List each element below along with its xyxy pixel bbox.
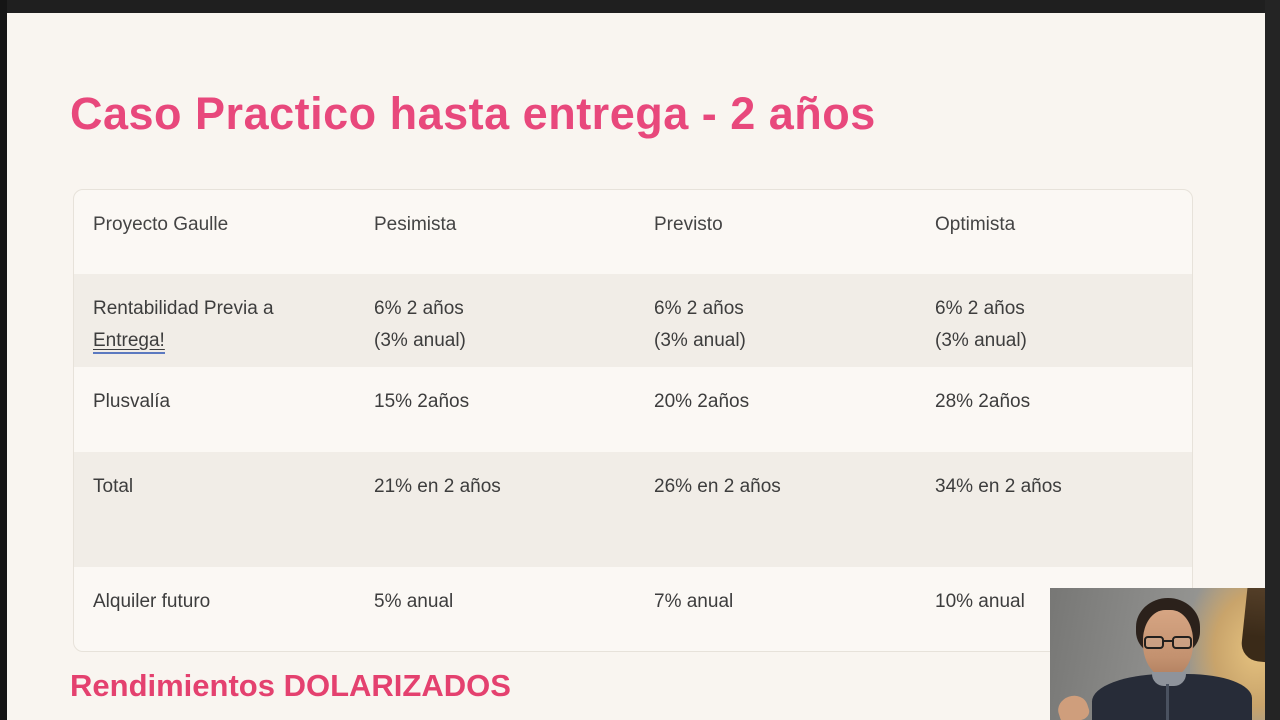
row-label-total: Total — [93, 476, 134, 497]
table-row-rentabilidad: Rentabilidad Previa a Entrega! 6% 2 años… — [74, 274, 1192, 367]
video-letterbox-left — [0, 0, 7, 720]
presenter-collar — [1152, 672, 1186, 686]
video-letterbox-right — [1265, 0, 1280, 720]
cell-plusvalia-pesimista: 15% 2años — [374, 391, 470, 412]
header-previsto: Previsto — [654, 214, 723, 235]
cell-plusvalia-optimista: 28% 2años — [935, 391, 1031, 412]
cell-alquiler-previsto: 7% anual — [654, 591, 734, 612]
cell-total-optimista: 34% en 2 años — [935, 476, 1062, 497]
table-row-plusvalia: Plusvalía 15% 2años 20% 2años 28% 2años — [74, 367, 1192, 452]
cell-plusvalia-previsto: 20% 2años — [654, 391, 750, 412]
presenter-zipper — [1166, 684, 1169, 720]
cell-rentabilidad-previsto: 6% 2 años (3% anual) — [654, 298, 746, 351]
slide-title: Caso Practico hasta entrega - 2 años — [70, 88, 876, 139]
scenario-table: Proyecto Gaulle Pesimista Previsto Optim… — [73, 189, 1193, 652]
table-row-alquiler: Alquiler futuro 5% anual 7% anual 10% an… — [74, 567, 1192, 651]
row-label-alquiler: Alquiler futuro — [93, 591, 211, 612]
header-optimista: Optimista — [935, 214, 1016, 235]
header-pesimista: Pesimista — [374, 214, 457, 235]
cell-total-pesimista: 21% en 2 años — [374, 476, 501, 497]
row-label-plusvalia: Plusvalía — [93, 391, 171, 412]
presentation-slide: Caso Practico hasta entrega - 2 años Pro… — [7, 13, 1265, 720]
cell-alquiler-pesimista: 5% anual — [374, 591, 454, 612]
cell-rentabilidad-pesimista: 6% 2 años (3% anual) — [374, 298, 466, 351]
webcam-overlay — [1050, 588, 1265, 720]
header-proyecto: Proyecto Gaulle — [93, 214, 229, 235]
row-label-rentabilidad: Rentabilidad Previa a Entrega! — [74, 274, 355, 367]
video-letterbox-top — [0, 0, 1280, 13]
presenter-face — [1143, 610, 1193, 678]
table-row-total: Total 21% en 2 años 26% en 2 años 34% en… — [74, 452, 1192, 567]
presenter-hand — [1054, 692, 1092, 720]
entrega-link[interactable]: Entrega! — [93, 330, 165, 354]
cell-total-previsto: 26% en 2 años — [654, 476, 781, 497]
table-header-row: Proyecto Gaulle Pesimista Previsto Optim… — [74, 190, 1192, 274]
presenter-glasses — [1143, 636, 1193, 650]
cell-rentabilidad-optimista: 6% 2 años (3% anual) — [935, 298, 1027, 351]
cell-alquiler-optimista: 10% anual — [935, 591, 1025, 612]
slide-footer-note: Rendimientos DOLARIZADOS — [70, 668, 511, 703]
